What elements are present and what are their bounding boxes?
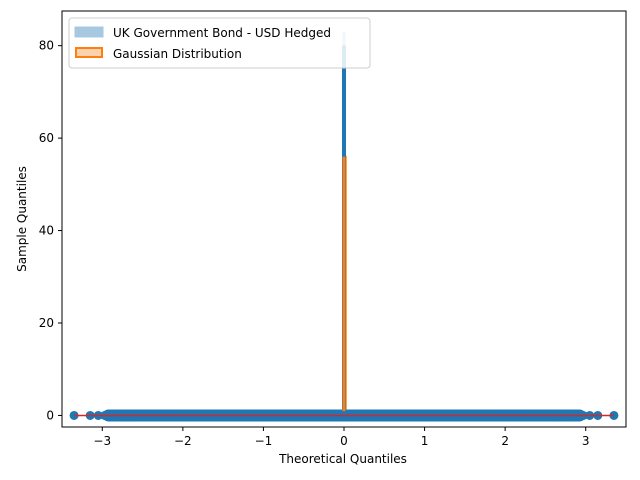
y-tick-label: 0 xyxy=(46,408,54,422)
legend-label-uk-bond: UK Government Bond - USD Hedged xyxy=(113,26,331,40)
x-tick-label: 3 xyxy=(582,434,590,448)
legend: UK Government Bond - USD Hedged Gaussian… xyxy=(68,17,371,69)
legend-swatch-uk-bond xyxy=(74,26,104,38)
y-tick-label: 60 xyxy=(39,131,54,145)
x-axis-label: Theoretical Quantiles xyxy=(278,452,407,466)
y-axis-ticks: 0 20 40 60 80 xyxy=(39,39,62,422)
x-tick-label: −2 xyxy=(174,434,192,448)
x-tick-label: 0 xyxy=(340,434,348,448)
legend-label-gaussian: Gaussian Distribution xyxy=(113,47,242,61)
y-tick-label: 40 xyxy=(39,224,54,238)
x-tick-label: −3 xyxy=(93,434,111,448)
x-tick-label: 2 xyxy=(501,434,509,448)
x-tick-label: −1 xyxy=(255,434,273,448)
y-axis-label: Sample Quantiles xyxy=(15,166,29,272)
y-tick-label: 80 xyxy=(39,39,54,53)
legend-box xyxy=(68,17,371,69)
plot-area xyxy=(69,31,619,422)
x-tick-label: 1 xyxy=(421,434,429,448)
x-axis-ticks: −3 −2 −1 0 1 2 3 xyxy=(93,427,590,448)
y-tick-label: 20 xyxy=(39,316,54,330)
legend-swatch-gaussian xyxy=(75,47,103,58)
